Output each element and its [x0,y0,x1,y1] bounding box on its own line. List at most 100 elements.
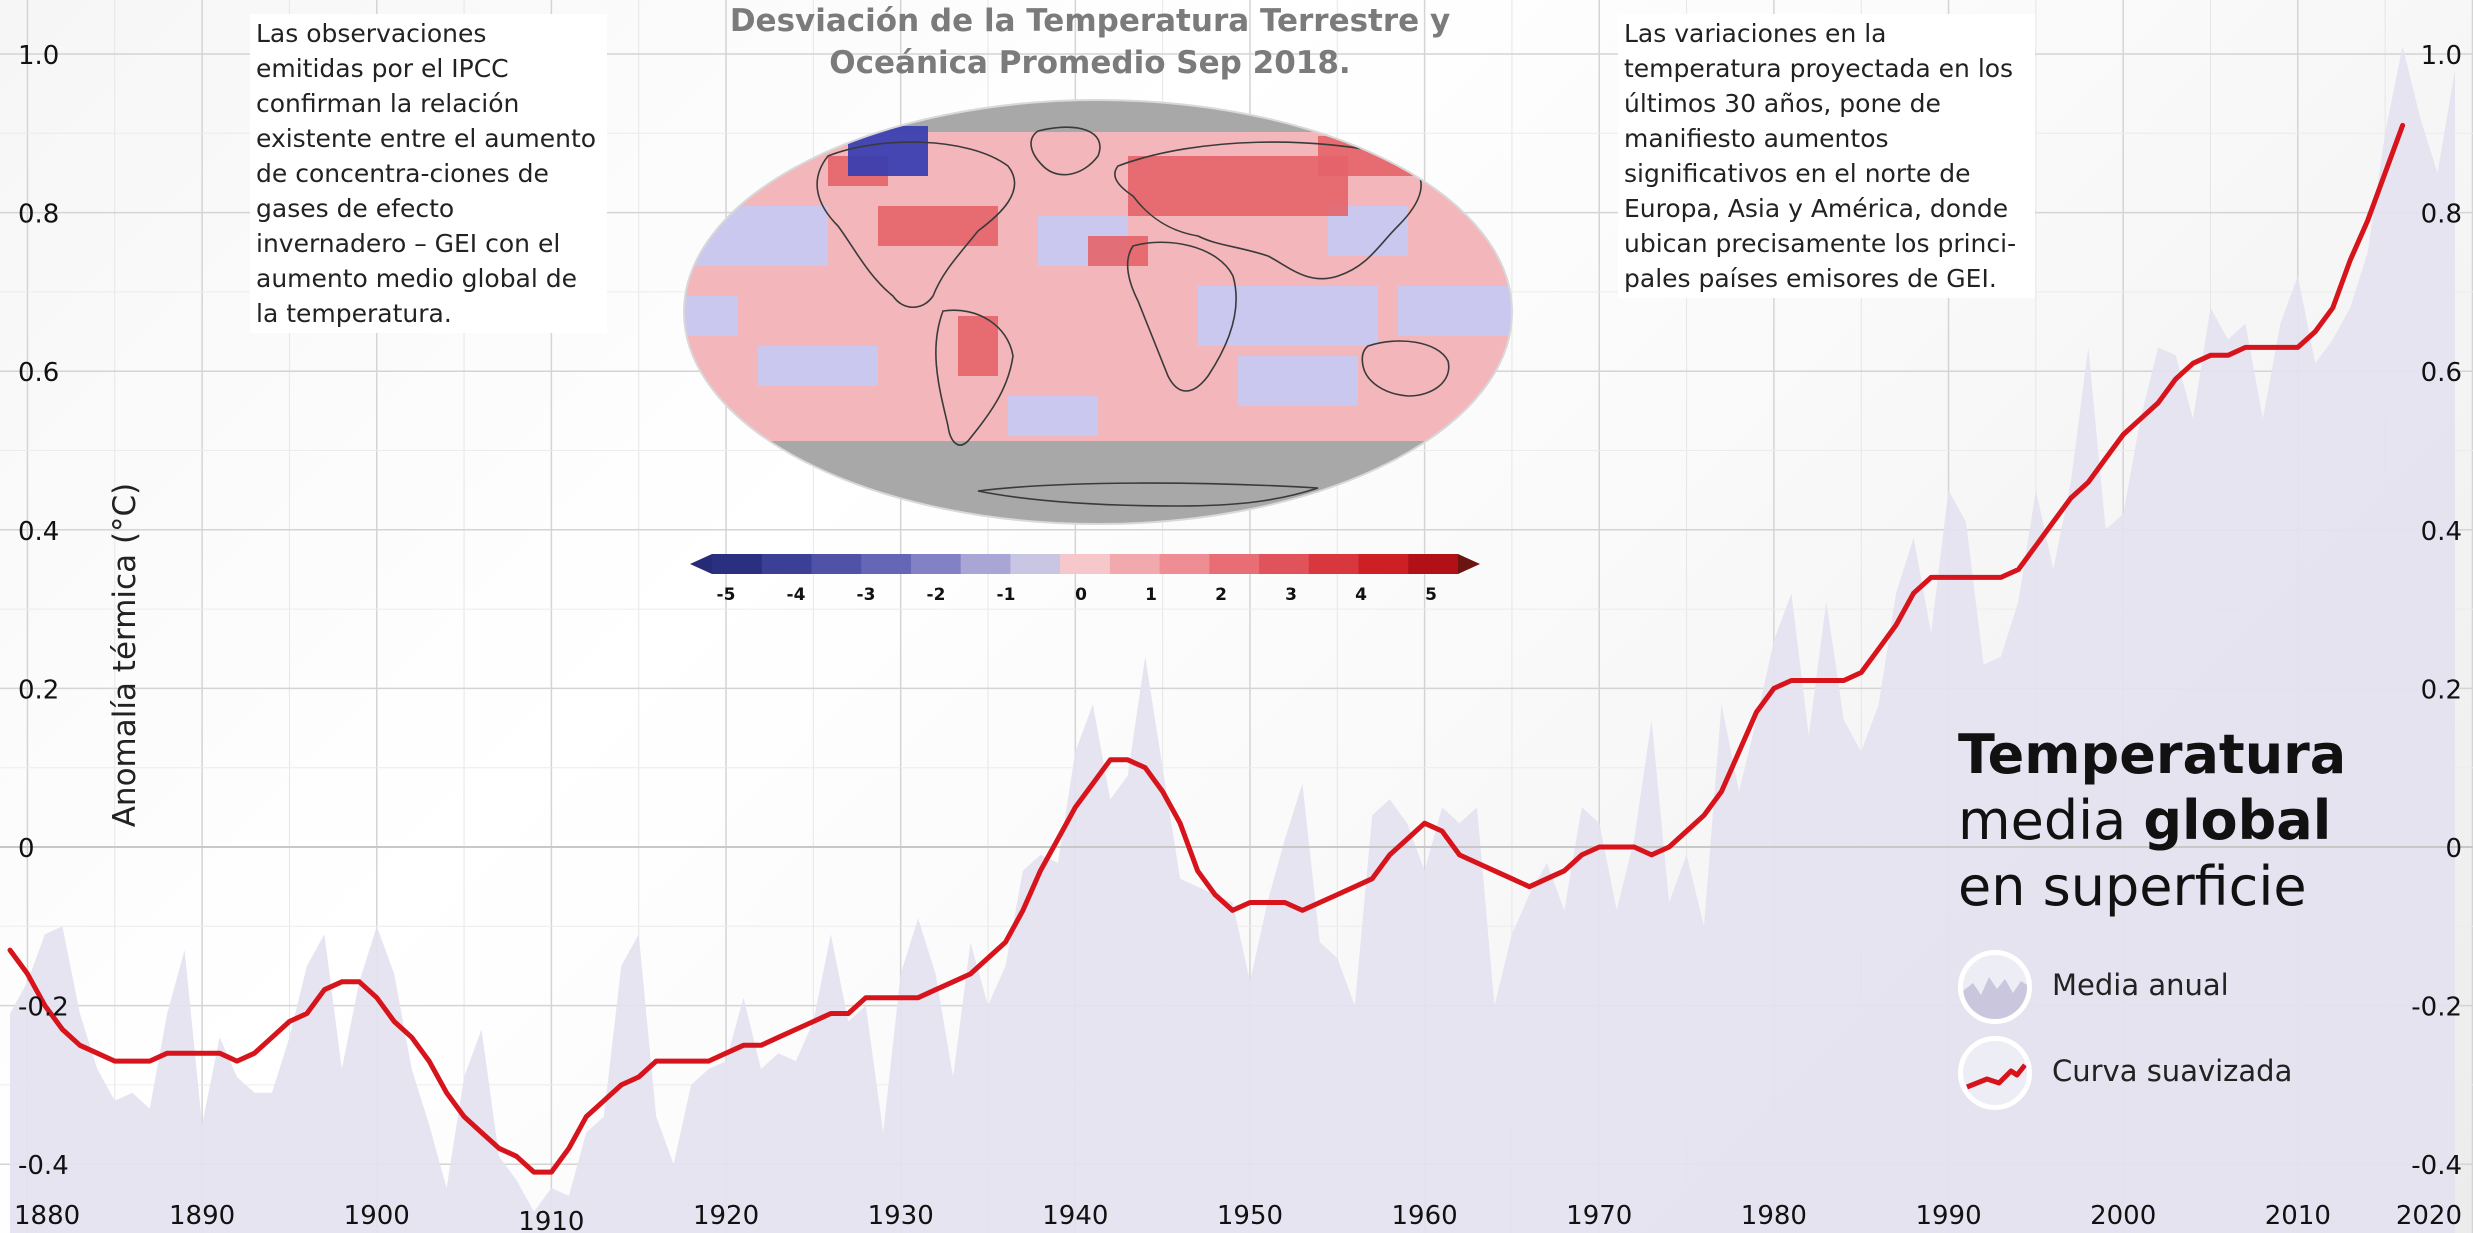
y-tick-right-0.6: 0.6 [2421,358,2462,388]
africa-outline [1126,241,1237,392]
world-anomaly-map [683,99,1513,525]
colorbar-cell-0 [712,554,763,574]
map-cold-cell-8 [1398,286,1512,336]
annual-area-layer [10,46,2455,1233]
colorbar-tick-1: 1 [1145,585,1157,605]
area-icon [1958,950,2032,1024]
colorbar-tick-2: 2 [1215,585,1227,605]
y-tick-right-0.2: 0.2 [2421,675,2462,705]
y-tick-left-0.4: 0.4 [18,517,59,547]
colorbar-cells [690,554,1480,574]
x-tick-1900: 1900 [344,1201,410,1231]
x-axis: 1880 1890 1900 1910 1920 1930 1940 1950 1960 1970… [14,1201,2462,1233]
colorbar-end-high [1458,554,1480,574]
colorbar-cell-3 [861,554,912,574]
map-no-data-south [684,441,1512,524]
map-hot-cell-1 [1128,156,1348,216]
colorbar-tick-3: 3 [1285,585,1297,605]
x-tick-1960: 1960 [1392,1201,1458,1231]
y-tick-left-0: 0 [18,834,35,864]
map-cold-cell-6 [1008,396,1098,436]
map-strong-cold-cell [848,126,928,176]
x-tick-1890: 1890 [169,1201,235,1231]
map-cold-cell-7 [684,296,738,336]
x-tick-1940: 1940 [1042,1201,1108,1231]
colorbar-cell-6 [1010,554,1061,574]
map-title: Desviación de la Temperatura Terrestre y… [660,0,1520,84]
colorbar-tick-5: 5 [1425,585,1437,605]
y-tick-left-0.2: 0.2 [18,675,59,705]
map-title-line2: Oceánica Promedio Sep 2018. [829,45,1351,81]
map-hot-cell-3 [958,316,998,376]
legend-title: Temperatura media global en superficie [1958,722,2398,920]
title-bold-global: global [2143,789,2332,852]
title-bold-temperatura: Temperatura [1958,723,2347,786]
note-left: Las observaciones emitidas por el IPCC c… [250,14,607,333]
y-axis-right: 1.0 0.8 0.6 0.4 0.2 0 -0.2 -0.4 [2411,41,2462,1181]
map-border [683,99,1513,525]
colorbar-cell-4 [910,554,962,574]
title-en-superficie: en superficie [1958,855,2307,918]
x-tick-1930: 1930 [868,1201,934,1231]
y-tick-right-0.4: 0.4 [2421,517,2462,547]
map-cold-cell-3 [1238,356,1358,406]
legend-label-annual: Media anual [2052,968,2229,1002]
x-tick-1970: 1970 [1566,1201,1632,1231]
x-tick-2000: 2000 [2090,1201,2156,1231]
greenland-outline [1030,126,1101,176]
smooth-line [7,122,2406,1175]
note-right: Las variaciones en la temperatura proyec… [1618,14,2035,298]
y-tick-left-0.6: 0.6 [18,358,59,388]
annual-area [10,46,2455,1233]
colorbar-cell-14 [1408,554,1459,574]
y-axis-left: 1.0 0.8 0.6 0.4 0.2 0 -0.2 -0.4 [18,41,69,1181]
colorbar-cell-13 [1358,554,1409,574]
europe-asia-outline [1114,141,1422,280]
colorbar-end-low [690,554,712,574]
map-cells [684,100,1512,524]
legend-item-smooth: Curva suavizada [1958,1036,2438,1116]
x-tick-2020: 2020 [2396,1201,2462,1231]
line-icon [1958,1036,2032,1110]
colorbar-tick--3: -3 [857,585,876,605]
colorbar-tick--4: -4 [787,585,806,605]
y-tick-left--0.4: -0.4 [18,1151,69,1181]
y-tick-left-0.8: 0.8 [18,200,59,230]
legend-label-smooth: Curva suavizada [2052,1054,2293,1088]
y-tick-right-0: 0 [2445,834,2462,864]
colorbar-cell-10 [1209,554,1260,574]
colorbar-tick--2: -2 [927,585,946,605]
smooth-line-layer [7,122,2406,1175]
colorbar-ticks: -5 -4 -3 -2 -1 0 1 2 3 4 5 [717,585,1437,605]
colorbar-tick--5: -5 [717,585,736,605]
colorbar-cell-5 [960,554,1011,574]
map-hot-cell-0 [878,206,998,246]
map-title-line1: Desviación de la Temperatura Terrestre y [729,3,1451,39]
line-glyph [1966,1063,2027,1090]
y-tick-right-1.0: 1.0 [2421,41,2462,71]
y-tick-left-1.0: 1.0 [18,41,59,71]
legend-item-annual: Media anual [1958,950,2438,1030]
x-tick-1880: 1880 [14,1201,80,1231]
x-tick-2010: 2010 [2265,1201,2331,1231]
colorbar-cell-8 [1109,554,1161,574]
x-tick-1920: 1920 [693,1201,759,1231]
y-tick-right-0.8: 0.8 [2421,200,2462,230]
map-no-data-north [684,100,1512,132]
colorbar-cell-1 [761,554,812,574]
x-tick-1990: 1990 [1915,1201,1981,1231]
map-cold-cell-2 [1198,286,1378,346]
colorbar-cell-12 [1308,554,1360,574]
title-media: media [1958,789,2144,852]
antarctica-outline [977,482,1319,507]
colorbar-tick--1: -1 [997,585,1016,605]
area-glyph [1963,977,2027,1019]
map-continents [816,126,1450,507]
y-axis-label: Anomalía térmica (°C) [107,483,143,828]
colorbar-tick-4: 4 [1355,585,1367,605]
colorbar-cell-2 [811,554,862,574]
map-cold-cell-0 [688,206,828,266]
colorbar-cell-7 [1060,554,1111,574]
y-tick-right--0.2: -0.2 [2411,993,2462,1023]
